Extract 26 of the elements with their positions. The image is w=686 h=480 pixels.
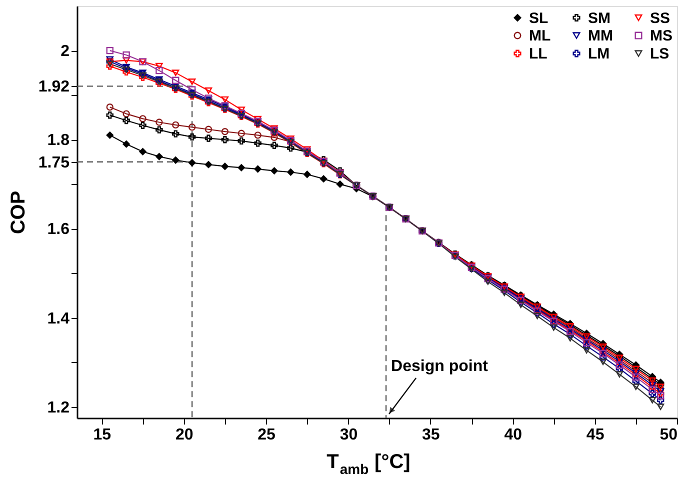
annotation: Design point <box>391 358 489 375</box>
legend-label: ML <box>529 28 551 44</box>
legend-label: SL <box>529 10 548 27</box>
y-tick-label: 1.8 <box>47 132 70 150</box>
x-tick-label: 50 <box>660 426 678 444</box>
y-tick-label: 2 <box>60 43 70 60</box>
x-tick-label: 25 <box>258 426 276 444</box>
y-tick-label: 1.92 <box>38 78 70 96</box>
x-tick-label: 20 <box>175 426 194 444</box>
y-axis-title: COP <box>7 190 30 234</box>
legend-label: LL <box>529 46 548 62</box>
y-tick-label: 1.4 <box>47 310 70 328</box>
legend-label: SM <box>588 10 610 27</box>
x-tick-label: 15 <box>93 426 112 444</box>
x-tick-label: 30 <box>340 426 358 444</box>
x-tick-label: 35 <box>422 426 440 444</box>
x-tick-label: 40 <box>504 426 522 444</box>
legend-label: LS <box>650 46 670 62</box>
legend-label: SS <box>650 10 670 27</box>
y-tick-label: 1.75 <box>38 154 70 172</box>
x-tick-label: 45 <box>586 426 604 444</box>
legend-label: MS <box>650 28 672 44</box>
y-tick-label: 1.6 <box>47 221 70 238</box>
legend-label: MM <box>588 28 613 44</box>
y-tick-label: 1.2 <box>47 399 70 416</box>
legend-label: LM <box>588 46 610 62</box>
